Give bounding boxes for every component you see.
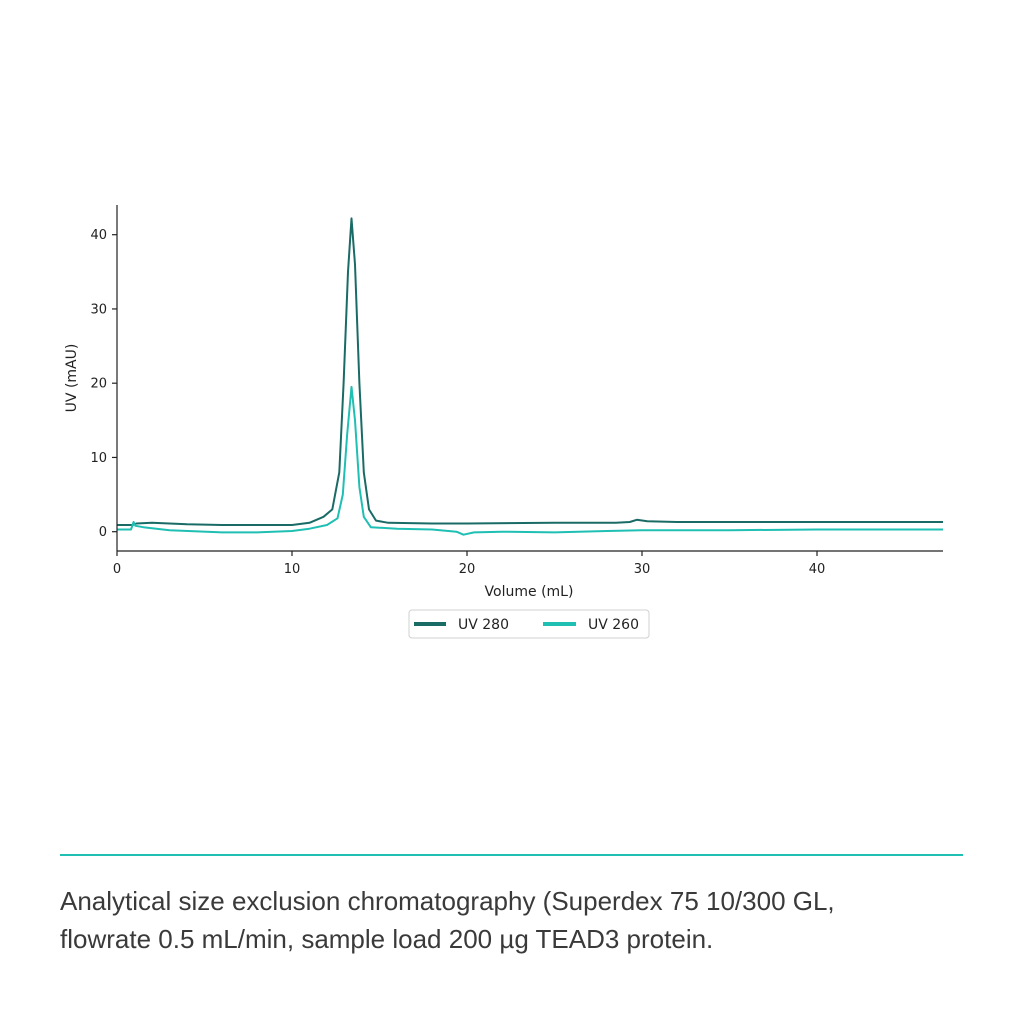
series-line-uv260 (117, 385, 943, 536)
y-tick-label: 30 (90, 302, 107, 317)
caption-divider (60, 854, 963, 856)
x-tick-label: 30 (634, 562, 651, 577)
figure-caption: Analytical size exclusion chromatography… (60, 882, 970, 958)
caption-line-1: Analytical size exclusion chromatography… (60, 886, 835, 916)
legend: UV 280 UV 260 (408, 609, 650, 639)
legend-label-uv280: UV 280 (458, 617, 509, 633)
x-axis-label: Volume (mL) (485, 584, 574, 600)
x-tick-label: 10 (284, 562, 301, 577)
y-tick-label: 10 (90, 451, 107, 466)
y-tick-label: 40 (90, 228, 107, 243)
x-tick-label: 20 (459, 562, 476, 577)
y-tick-label: 0 (99, 525, 107, 540)
x-tick-label: 40 (809, 562, 826, 577)
y-tick-label: 20 (90, 377, 107, 392)
y-axis-label: UV (mAU) (64, 344, 80, 413)
series-line-uv280 (117, 217, 943, 526)
caption-line-2: flowrate 0.5 mL/min, sample load 200 µg … (60, 924, 714, 954)
legend-box (408, 609, 650, 639)
plot-area (117, 217, 943, 536)
axes: 0 10 20 30 40 0 10 20 30 40 (90, 205, 943, 577)
legend-label-uv260: UV 260 (588, 617, 639, 633)
x-tick-label: 0 (113, 562, 121, 577)
